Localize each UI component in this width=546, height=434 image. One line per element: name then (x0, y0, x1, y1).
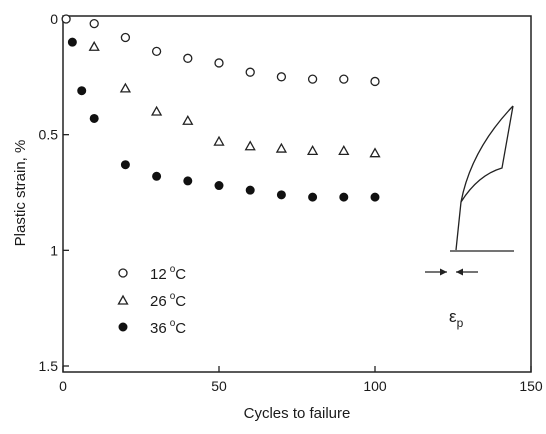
data-point-filled-circle (245, 185, 255, 195)
y-tick-label: 1.5 (39, 358, 59, 374)
data-point-filled-circle (67, 37, 77, 47)
data-point-open-triangle (213, 135, 225, 146)
legend-unit-36: C (175, 320, 186, 337)
y-tick-label: 0.5 (39, 127, 59, 143)
series-open-circle (61, 14, 380, 87)
series-layer (61, 14, 381, 202)
data-point-filled-circle (308, 192, 318, 202)
legend-item-26c: 26 oC (117, 291, 186, 310)
inset-epsilon-label: εp (449, 307, 464, 330)
legend-degree-36: o (170, 318, 176, 329)
legend-filled-circle-marker (118, 322, 128, 332)
data-point-open-triangle (275, 142, 288, 153)
legend-temp-36: 36 (150, 320, 167, 337)
data-point-open-circle (183, 53, 193, 63)
y-tick-label: 0 (50, 11, 58, 27)
y-axis-label: Plastic strain, % (12, 140, 29, 247)
data-point-open-triangle (244, 140, 256, 151)
legend-open-circle-marker (118, 268, 128, 278)
data-point-open-triangle (150, 105, 163, 116)
inset-loop-lower-branch (460, 105, 514, 203)
data-point-open-triangle (88, 40, 100, 51)
hysteresis-loop-inset: εp (425, 105, 514, 330)
legend: 12 oC 26 oC 36 oC (117, 264, 186, 337)
data-point-open-circle (307, 74, 318, 84)
data-point-open-circle (214, 58, 224, 68)
legend-label-12c: 12 oC (150, 264, 186, 283)
axes-group (62, 15, 532, 373)
inset-left-arrowhead (440, 268, 447, 276)
legend-unit-12: C (175, 266, 186, 283)
x-tick-label: 150 (519, 378, 543, 394)
legend-unit-26: C (175, 293, 186, 310)
data-point-open-circle (245, 67, 255, 77)
data-point-open-triangle (182, 114, 194, 125)
y-tick-label: 1 (50, 242, 58, 258)
inset-loop-upper-branch (455, 105, 514, 251)
data-point-open-circle (339, 74, 349, 84)
data-point-open-circle (89, 18, 99, 29)
legend-item-12c: 12 oC (118, 264, 186, 283)
data-point-filled-circle (120, 160, 130, 170)
data-point-filled-circle (152, 171, 162, 181)
data-point-filled-circle (214, 181, 224, 191)
data-point-open-circle (151, 46, 162, 57)
data-point-open-triangle (306, 145, 319, 156)
data-point-open-circle (61, 14, 71, 24)
x-tick-label: 100 (363, 378, 387, 394)
inset-right-arrowhead (456, 268, 463, 276)
series-filled-circle (67, 37, 380, 202)
legend-label-36c: 36 oC (150, 318, 186, 337)
inset-epsilon-main: ε (449, 307, 457, 326)
x-tick-label: 50 (211, 378, 227, 394)
x-axis-label: Cycles to failure (244, 405, 351, 422)
data-point-open-triangle (119, 82, 132, 93)
data-point-filled-circle (77, 86, 87, 96)
legend-item-36c: 36 oC (118, 318, 186, 337)
legend-label-26c: 26 oC (150, 291, 186, 310)
legend-temp-26: 26 (150, 293, 167, 310)
data-point-filled-circle (183, 176, 193, 186)
legend-open-triangle-marker (117, 294, 129, 305)
data-point-filled-circle (339, 192, 349, 202)
data-point-filled-circle (89, 113, 99, 123)
data-point-filled-circle (276, 190, 286, 200)
legend-degree-12: o (170, 264, 176, 275)
data-point-open-circle (276, 72, 287, 82)
x-tick-label: 0 (59, 378, 67, 394)
data-point-open-circle (370, 76, 380, 87)
data-point-open-triangle (338, 145, 350, 156)
data-point-filled-circle (370, 192, 380, 202)
plot-frame (62, 15, 532, 373)
data-point-open-triangle (369, 147, 381, 158)
tick-group: 0 50 100 150 0 0.5 1 1.5 (39, 11, 543, 394)
series-open-triangle (88, 40, 381, 158)
data-point-open-circle (120, 32, 131, 43)
legend-temp-12: 12 (150, 266, 167, 283)
inset-epsilon-sub: p (457, 316, 464, 330)
legend-degree-26: o (170, 291, 176, 302)
